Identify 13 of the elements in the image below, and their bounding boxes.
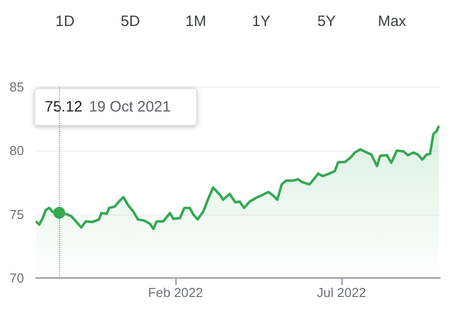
text: Max [378, 13, 407, 30]
y-tick-label: 85 [10, 80, 24, 94]
text: 1Y [252, 13, 270, 30]
y-tick-label: 75 [10, 206, 24, 222]
x-tick-label: Feb 2022 [148, 285, 203, 300]
y-tick-label: 80 [10, 143, 24, 158]
text: 5D [120, 13, 140, 30]
x-tick-label: Jul 2022 [316, 285, 366, 300]
annotation: 75.12 19 Oct 2021 [44, 98, 171, 116]
text: 5Y [317, 13, 336, 30]
text: 1D [55, 13, 75, 30]
y-tick-label: 70 [10, 270, 24, 286]
text: 1M [185, 13, 206, 30]
